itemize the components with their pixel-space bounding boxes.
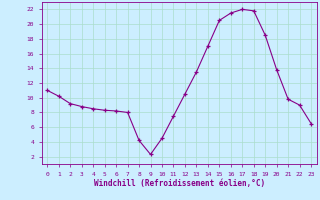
X-axis label: Windchill (Refroidissement éolien,°C): Windchill (Refroidissement éolien,°C) [94,179,265,188]
